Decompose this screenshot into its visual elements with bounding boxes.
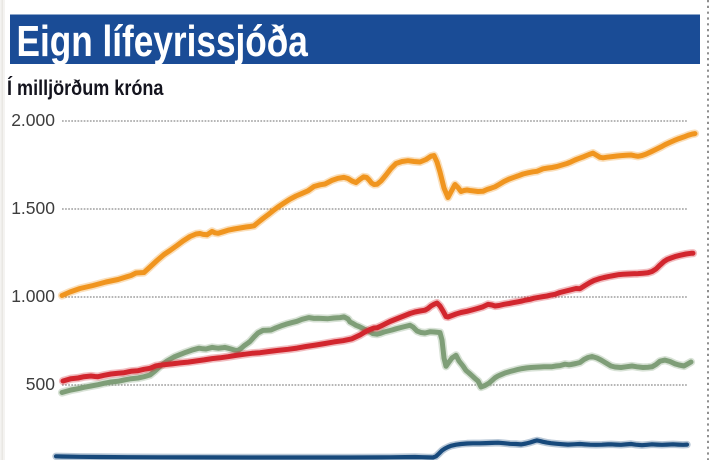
svg-text:Í milljörðum króna: Í milljörðum króna <box>7 76 164 101</box>
svg-text:500: 500 <box>26 374 55 394</box>
svg-text:1.500: 1.500 <box>11 198 55 218</box>
svg-text:Eign lífeyrissjóða: Eign lífeyrissjóða <box>17 17 309 66</box>
svg-text:2.000: 2.000 <box>11 110 55 130</box>
svg-text:1.000: 1.000 <box>11 286 55 306</box>
